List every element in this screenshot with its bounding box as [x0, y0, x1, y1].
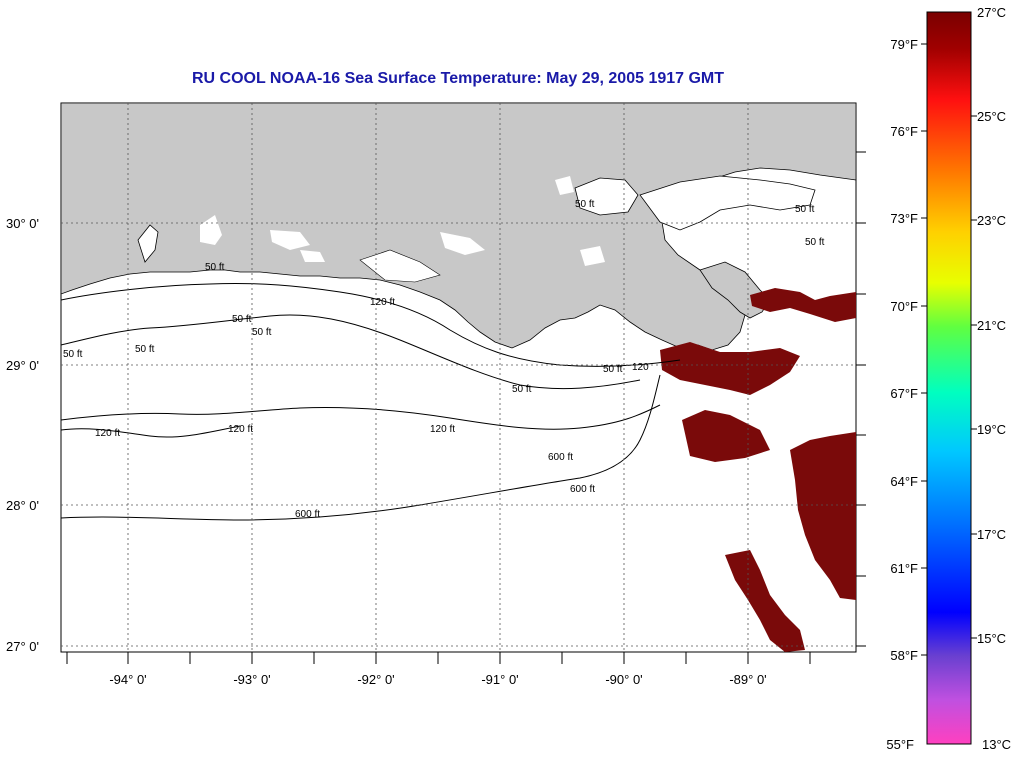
axis-ticks — [66, 151, 866, 664]
contour-label: 50 ft — [575, 199, 595, 210]
longitude-label: -90° 0' — [605, 672, 642, 687]
contour-label: 50 ft — [252, 327, 272, 338]
fahrenheit-label: 58°F — [890, 648, 918, 663]
celsius-label: 15°C — [977, 631, 1006, 646]
longitude-label: -92° 0' — [357, 672, 394, 687]
map-title: RU COOL NOAA-16 Sea Surface Temperature:… — [191, 70, 725, 87]
longitude-label: -89° 0' — [729, 672, 766, 687]
longitude-label: -91° 0' — [481, 672, 518, 687]
contour-labels: 50 ft 50 ft 50 ft 50 ft 50 ft 50 ft 50 f… — [63, 199, 825, 520]
celsius-label: 19°C — [977, 422, 1006, 437]
fahrenheit-label: 55°F — [886, 737, 914, 752]
celsius-label: 25°C — [977, 109, 1006, 124]
contour-label: 50 ft — [205, 262, 225, 273]
contour-label: 50 ft — [512, 384, 532, 395]
lake-pontchartrain — [574, 177, 639, 216]
lake-white — [270, 230, 310, 250]
contour-label: 600 ft — [570, 484, 595, 495]
fahrenheit-label: 61°F — [890, 561, 918, 576]
fahrenheit-label: 67°F — [890, 386, 918, 401]
contour-label: 50 ft — [805, 237, 825, 248]
fahrenheit-label: 76°F — [890, 124, 918, 139]
lake-borgne — [639, 175, 816, 231]
contour-label: 50 ft — [232, 314, 252, 325]
contour-label: 120 ft — [95, 428, 120, 439]
longitude-label: -94° 0' — [109, 672, 146, 687]
contour-label: 120 ft — [370, 297, 395, 308]
contour-label: 50 ft — [135, 344, 155, 355]
contour-label: 600 ft — [295, 509, 320, 520]
colorbar-ticks — [921, 43, 977, 656]
celsius-label: 17°C — [977, 527, 1006, 542]
celsius-label: 23°C — [977, 213, 1006, 228]
fahrenheit-label: 79°F — [890, 37, 918, 52]
bay-barataria — [359, 249, 441, 283]
fahrenheit-label: 64°F — [890, 474, 918, 489]
latitude-label: 28° 0' — [6, 498, 39, 513]
latitude-label: 27° 0' — [6, 639, 39, 654]
colorbar-fahrenheit-labels: 79°F 76°F 73°F 70°F 67°F 64°F 61°F 58°F … — [886, 37, 918, 752]
contour-label: 50 ft — [795, 204, 815, 215]
fahrenheit-label: 70°F — [890, 299, 918, 314]
latitude-labels: 30° 0' 29° 0' 28° 0' 27° 0' — [6, 216, 39, 654]
lake-calcasieu — [200, 215, 222, 245]
graticule — [61, 103, 856, 652]
depth-contours — [61, 282, 681, 521]
contour-label: 120 ft — [430, 424, 455, 435]
lake-maurepas — [555, 176, 574, 195]
latitude-label: 29° 0' — [6, 358, 39, 373]
sabine-lake — [137, 224, 159, 263]
contour-label: 50 ft — [63, 349, 83, 360]
colorbar-celsius-labels: 27°C 25°C 23°C 21°C 19°C 17°C 15°C 13°C — [977, 5, 1011, 752]
fahrenheit-label: 73°F — [890, 211, 918, 226]
contour-label: 600 ft — [548, 452, 573, 463]
lake-salvador — [440, 232, 485, 255]
celsius-label: 21°C — [977, 318, 1006, 333]
warm-sst-patches — [660, 288, 856, 652]
lake-small-1 — [580, 246, 605, 266]
contour-label: 50 ft — [603, 364, 623, 375]
contour-label: 120 — [632, 362, 649, 373]
celsius-label: 13°C — [982, 737, 1011, 752]
lake-grand — [300, 250, 325, 262]
latitude-label: 30° 0' — [6, 216, 39, 231]
celsius-label: 27°C — [977, 5, 1006, 20]
longitude-label: -93° 0' — [233, 672, 270, 687]
longitude-labels: -94° 0' -93° 0' -92° 0' -91° 0' -90° 0' … — [109, 672, 766, 687]
contour-label: 120 ft — [228, 424, 253, 435]
sst-colorbar — [926, 11, 972, 745]
